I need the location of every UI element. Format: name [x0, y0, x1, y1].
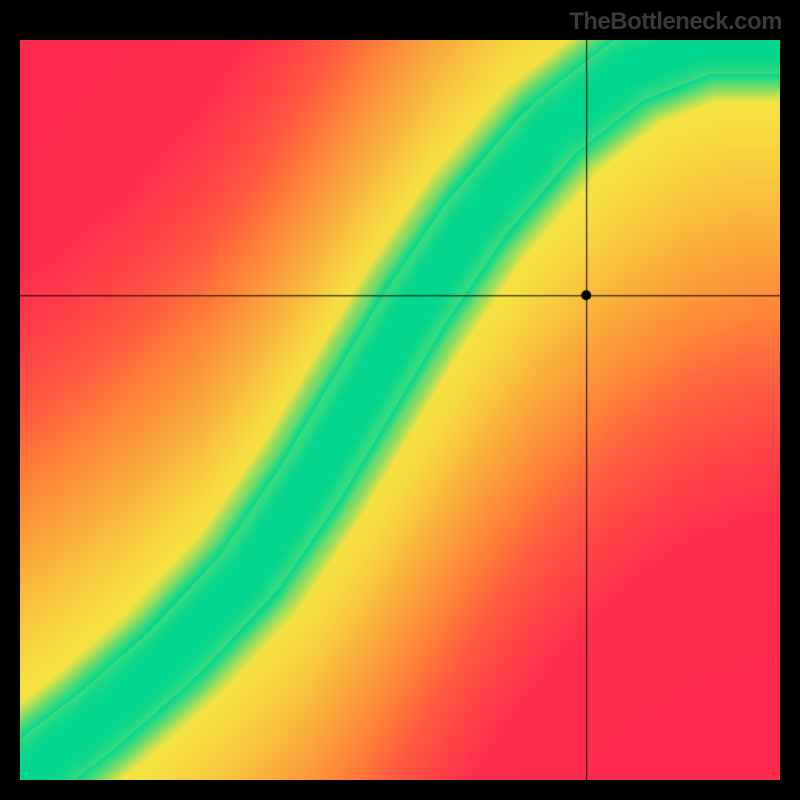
heatmap-canvas	[20, 40, 780, 780]
bottleneck-heatmap	[20, 40, 780, 780]
watermark-text: TheBottleneck.com	[569, 8, 782, 36]
